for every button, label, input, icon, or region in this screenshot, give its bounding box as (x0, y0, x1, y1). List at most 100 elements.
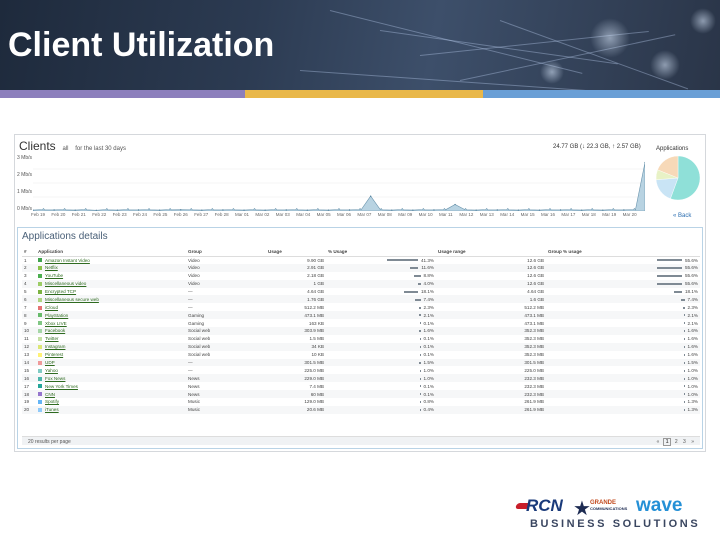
table-row[interactable]: 13 Pinterest Social web 10 KB 0.1% 352.3 MB 1.… (22, 351, 700, 359)
table-row[interactable]: 3 YouTube Video 2.18 GB 8.8% 12.6 GB 55.6% (22, 272, 700, 280)
row-number: 10 (22, 327, 36, 335)
group-percent-cell: 2.1% (546, 311, 700, 320)
table-row[interactable]: 19 Spotify Music 129.0 MB 0.8% 261.9 MB 1.3% (22, 398, 700, 406)
table-row[interactable]: 11 Twitter Social web 1.5 MB 0.1% 352.3 MB 1.6… (22, 335, 700, 343)
group-percent-cell: 55.6% (546, 279, 700, 288)
application-link[interactable]: iCloud (45, 304, 59, 310)
page-button-3[interactable]: 3 (683, 439, 686, 445)
table-row[interactable]: 17 New York Times News 7.4 MB 0.1% 232.3 MB 1.… (22, 382, 700, 390)
application-link[interactable]: Miscellaneous secure web (45, 296, 99, 302)
x-tick-label: Feb 19 (31, 212, 46, 217)
table-row[interactable]: 5 Encrypted TCP — 4.64 GB 18.1% 4.64 GB 18.1% (22, 288, 700, 296)
application-link[interactable]: Yahoo (45, 367, 58, 373)
page-button-1[interactable]: 1 (662, 438, 672, 446)
application-link[interactable]: UDP (45, 360, 55, 366)
usage-point (33, 209, 34, 211)
table-row[interactable]: 18 CNN News 60 MB 0.1% 232.3 MB 1.0% (22, 390, 700, 399)
usage-bar (417, 282, 421, 285)
column-header-usage-range[interactable]: Usage range (436, 247, 546, 257)
group-usage-bar (656, 267, 682, 270)
column-header-number[interactable]: # (22, 247, 36, 257)
usage-cell: 229.0 MB (266, 374, 326, 383)
table-row[interactable]: 16 Fox News News 229.0 MB 1.0% 232.3 MB 1.0% (22, 374, 700, 383)
usage-point (306, 209, 308, 211)
page-button-2[interactable]: 2 (674, 439, 678, 445)
application-link[interactable]: iTunes (45, 407, 59, 413)
table-row[interactable]: 15 Yahoo — 225.0 MB 1.0% 225.0 MB 1.0% (22, 366, 700, 374)
percent-usage-cell: 7.4% (326, 295, 436, 304)
application-link[interactable]: Fox News (45, 375, 66, 381)
group-percent-cell: 1.0% (546, 366, 700, 374)
usage-cell: 225.0 MB (304, 367, 324, 373)
percent-usage-cell: 41.3% (326, 256, 436, 264)
column-header-percent-usage[interactable]: % Usage (326, 247, 436, 257)
application-link[interactable]: Xbox LIVE (45, 320, 67, 326)
application-link[interactable]: Encrypted TCP (45, 289, 77, 294)
application-link[interactable]: Twitter (45, 336, 59, 342)
x-tick-label: Mar 07 (357, 212, 372, 217)
column-header-application[interactable]: Application (36, 247, 186, 257)
accent-bar-blue (483, 90, 720, 98)
table-row[interactable]: 4 Miscellaneous video Video 1 GB 4.0% 12.6 GB… (22, 279, 700, 288)
application-link[interactable]: Netflix (45, 265, 58, 271)
pie-slice[interactable] (670, 155, 701, 201)
x-tick-label: Feb 23 (112, 212, 127, 217)
pie-slice[interactable] (657, 155, 679, 179)
grande-logo: GRANDE COMMUNICATIONS (590, 500, 627, 512)
usage-bar (418, 306, 421, 309)
column-header-group-percent[interactable]: Group % usage (546, 247, 700, 257)
results-per-page[interactable]: 20 results per page (28, 439, 71, 445)
application-link[interactable]: Miscellaneous video (45, 281, 87, 287)
table-row[interactable]: 10 Facebook Social web 303.9 MB 1.6% 352.3 MB… (22, 327, 700, 335)
group-usage-bar (683, 322, 685, 325)
percent-usage-value: 0.1% (423, 336, 434, 342)
table-row[interactable]: 9 Xbox LIVE Gaming 163 KB 0.1% 473.1 MB 2.1% (22, 319, 700, 327)
table-row[interactable]: 1 Amazon Instant Video Video 9.90 GB 41.3% 12… (22, 256, 700, 264)
color-swatch (38, 408, 42, 413)
application-link[interactable]: Amazon Instant Video (45, 257, 90, 263)
percent-usage-cell: 11.6% (326, 263, 436, 272)
per-page-select[interactable]: 20 (28, 439, 34, 445)
group-cell: — (186, 358, 266, 367)
row-number: 8 (22, 311, 36, 320)
light-streak (459, 34, 676, 81)
application-link[interactable]: CNN (45, 391, 55, 397)
usage-area-chart[interactable] (33, 155, 645, 211)
application-link[interactable]: Spotify (45, 399, 60, 405)
usage-bar (419, 346, 421, 349)
percent-usage-value: 2.1% (423, 312, 434, 318)
group-percent-value: 1.0% (687, 391, 698, 397)
application-link[interactable]: Pinterest (45, 352, 64, 358)
group-cell: Music (188, 399, 200, 405)
accent-bar-gold (245, 90, 483, 98)
group-percent-value: 1.6% (687, 328, 698, 334)
table-row[interactable]: 6 Miscellaneous secure web —1.76 GB 7.4% 1.6… (22, 295, 700, 304)
prev-page-button[interactable]: « (656, 439, 660, 445)
color-swatch (38, 360, 42, 365)
client-filter-dropdown[interactable]: all (62, 146, 69, 152)
usage-bar (419, 322, 421, 325)
group-percent-value: 1.6% (687, 352, 698, 358)
application-link[interactable]: Instagram (45, 344, 66, 350)
table-row[interactable]: 8 PlayStation Gaming 473.1 MB 2.1% 473.1 MB 2.… (22, 311, 700, 320)
table-row[interactable]: 20 iTunes Music 20.6 MB 0.4% 261.9 MB 1.3% (22, 405, 700, 414)
x-tick-label: Feb 25 (153, 212, 168, 217)
column-header-usage[interactable]: Usage (266, 247, 326, 257)
column-header-group[interactable]: Group (186, 247, 266, 257)
period-dropdown[interactable]: for the last 30 days (75, 146, 126, 152)
table-row[interactable]: 2 Netflix Video 2.91 GB 11.6% 12.6 GB 55.6% (22, 263, 700, 272)
table-row[interactable]: 12 Instagram Social web 34 KB 0.1% 352.3 MB 1.… (22, 342, 700, 351)
row-number: 5 (24, 289, 27, 294)
table-row[interactable]: 14 UDP —301.5 MB 1.5% 301.5 MB 1.5% (22, 358, 700, 367)
application-link[interactable]: New York Times (45, 383, 78, 389)
application-link[interactable]: PlayStation (45, 312, 69, 318)
applications-pie-chart[interactable] (653, 151, 703, 203)
back-link[interactable]: « Back (673, 213, 692, 219)
application-link[interactable]: YouTube (45, 273, 64, 279)
percent-usage-value: 41.3% (420, 257, 434, 263)
next-page-button[interactable]: » (691, 439, 694, 445)
application-link[interactable]: Facebook (45, 328, 66, 334)
x-tick-label: Feb 20 (51, 212, 66, 217)
group-percent-value: 55.6% (684, 257, 698, 263)
table-row[interactable]: 7 iCloud — 512.2 MB 2.3% 512.2 MB 2.3% (22, 303, 700, 311)
